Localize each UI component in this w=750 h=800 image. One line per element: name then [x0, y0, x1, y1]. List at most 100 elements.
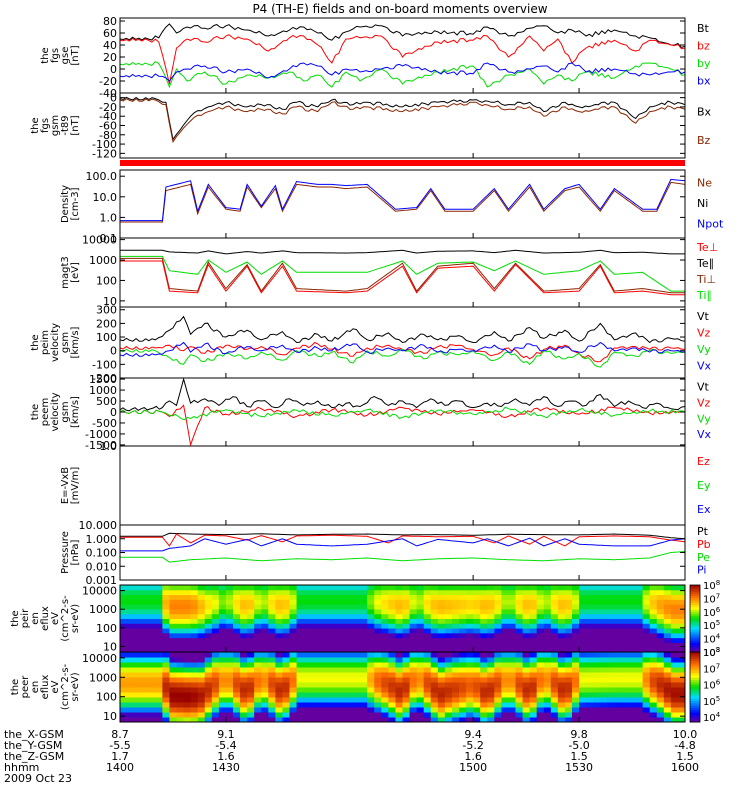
spectrogram-cell	[473, 613, 481, 619]
y-tick-label: 10000	[82, 234, 117, 247]
spectrogram-cell	[324, 632, 333, 639]
spectrogram-cell	[508, 599, 516, 605]
spectrogram-cell	[162, 687, 170, 693]
spectrogram-cell	[346, 589, 354, 596]
spectrogram-cell	[522, 667, 531, 673]
spectrogram-cell	[381, 677, 389, 683]
spectrogram-cell	[529, 657, 538, 663]
spectrogram-cell	[282, 618, 290, 624]
spectrogram-cell	[586, 637, 594, 643]
spectrogram-cell	[211, 717, 220, 722]
spectrogram-cell	[240, 604, 248, 610]
spectrogram-cell	[466, 594, 474, 600]
spectrogram-cell	[642, 652, 651, 658]
spectrogram-cell	[289, 697, 298, 703]
spectrogram-cell	[663, 657, 672, 663]
spectrogram-cell	[282, 637, 290, 643]
spectrogram-cell	[656, 613, 665, 619]
spectrogram-cell	[162, 682, 170, 688]
spectrogram-cell	[240, 672, 248, 678]
y-tick-label: -40	[99, 110, 117, 123]
spectrogram-cell	[346, 618, 354, 624]
spectrogram-cell	[579, 585, 587, 591]
y-axis-label: peim	[40, 330, 51, 355]
spectrogram-cell	[395, 707, 403, 713]
y-axis-label: sr-eV)	[70, 604, 81, 633]
spectrogram-cell	[346, 623, 354, 629]
spectrogram-cell	[148, 657, 156, 663]
spectrogram-cell	[176, 628, 185, 634]
spectrogram-cell	[593, 652, 601, 658]
spectrogram-cell	[127, 652, 135, 658]
spectrogram-cell	[374, 682, 382, 688]
spectrogram-cell	[402, 712, 411, 718]
panel-body	[120, 315, 685, 368]
spectrogram-cell	[543, 647, 552, 652]
spectrogram-cell	[487, 642, 495, 648]
spectrogram-cell	[466, 672, 474, 678]
spectrogram-cell	[225, 647, 234, 652]
spectrogram-cell	[310, 613, 319, 619]
spectrogram-cell	[317, 697, 326, 703]
spectrogram-cell	[183, 585, 192, 591]
spectrogram-cell	[225, 623, 234, 629]
spectrogram-cell	[656, 628, 665, 634]
spectrogram-cell	[183, 613, 192, 619]
spectrogram-cell	[275, 697, 283, 703]
spectrogram-cell	[600, 613, 608, 619]
spectrogram-cell	[310, 687, 319, 693]
spectrogram-cell	[501, 632, 509, 639]
spectrogram-cell	[494, 657, 502, 663]
spectrogram-cell	[494, 608, 502, 615]
spectrogram-cell	[134, 667, 142, 673]
spectrogram-cell	[197, 692, 206, 698]
spectrogram-cell	[409, 642, 418, 648]
spectrogram-cell	[529, 692, 538, 698]
spectrogram-cell	[593, 707, 601, 713]
spectrogram-cell	[233, 697, 241, 703]
spectrogram-cell	[550, 667, 559, 673]
spectrogram-cell	[324, 589, 333, 596]
spectrogram-cell	[282, 642, 290, 648]
spectrogram-cell	[240, 637, 248, 643]
spectrogram-cell	[261, 692, 269, 698]
spectrogram-cell	[649, 662, 658, 668]
spectrogram-cell	[268, 672, 276, 678]
spectrogram-cell	[275, 594, 283, 600]
spectrogram-cell	[289, 647, 298, 652]
spectrogram-cell	[247, 707, 255, 713]
spectrogram-cell	[402, 608, 411, 615]
colorbar-segment	[690, 645, 700, 649]
spectrogram-cell	[225, 613, 234, 619]
spectrogram-cell	[395, 618, 403, 624]
spectrogram-cell	[501, 687, 509, 693]
spectrogram-cell	[529, 667, 538, 673]
spectrogram-cell	[218, 682, 227, 688]
footer-value: -5.2	[462, 739, 483, 752]
spectrogram-cell	[656, 637, 665, 643]
spectrogram-cell	[225, 672, 234, 678]
spectrogram-cell	[614, 662, 622, 668]
spectrogram-cell	[402, 707, 411, 713]
y-tick-label: 300	[96, 304, 117, 317]
spectrogram-cell	[204, 628, 213, 634]
spectrogram-cell	[508, 618, 516, 624]
spectrogram-cell	[395, 623, 403, 629]
spectrogram-cell	[515, 707, 524, 713]
spectrogram-cell	[423, 594, 432, 600]
spectrogram-cell	[374, 702, 382, 708]
y-tick-label: 1500	[89, 373, 117, 386]
spectrogram-cell	[360, 702, 368, 708]
spectrogram-cell	[642, 687, 651, 693]
spectrogram-cell	[211, 647, 220, 652]
spectrogram-cell	[670, 672, 679, 678]
spectrogram-cell	[501, 594, 509, 600]
spectrogram-cell	[141, 637, 149, 643]
spectrogram-cell	[296, 613, 305, 619]
spectrogram-cell	[204, 657, 213, 663]
spectrogram-cell	[423, 672, 432, 678]
spectrogram-cell	[225, 702, 234, 708]
spectrogram-cell	[310, 712, 319, 718]
spectrogram-cell	[162, 589, 170, 596]
spectrogram-cell	[480, 613, 488, 619]
